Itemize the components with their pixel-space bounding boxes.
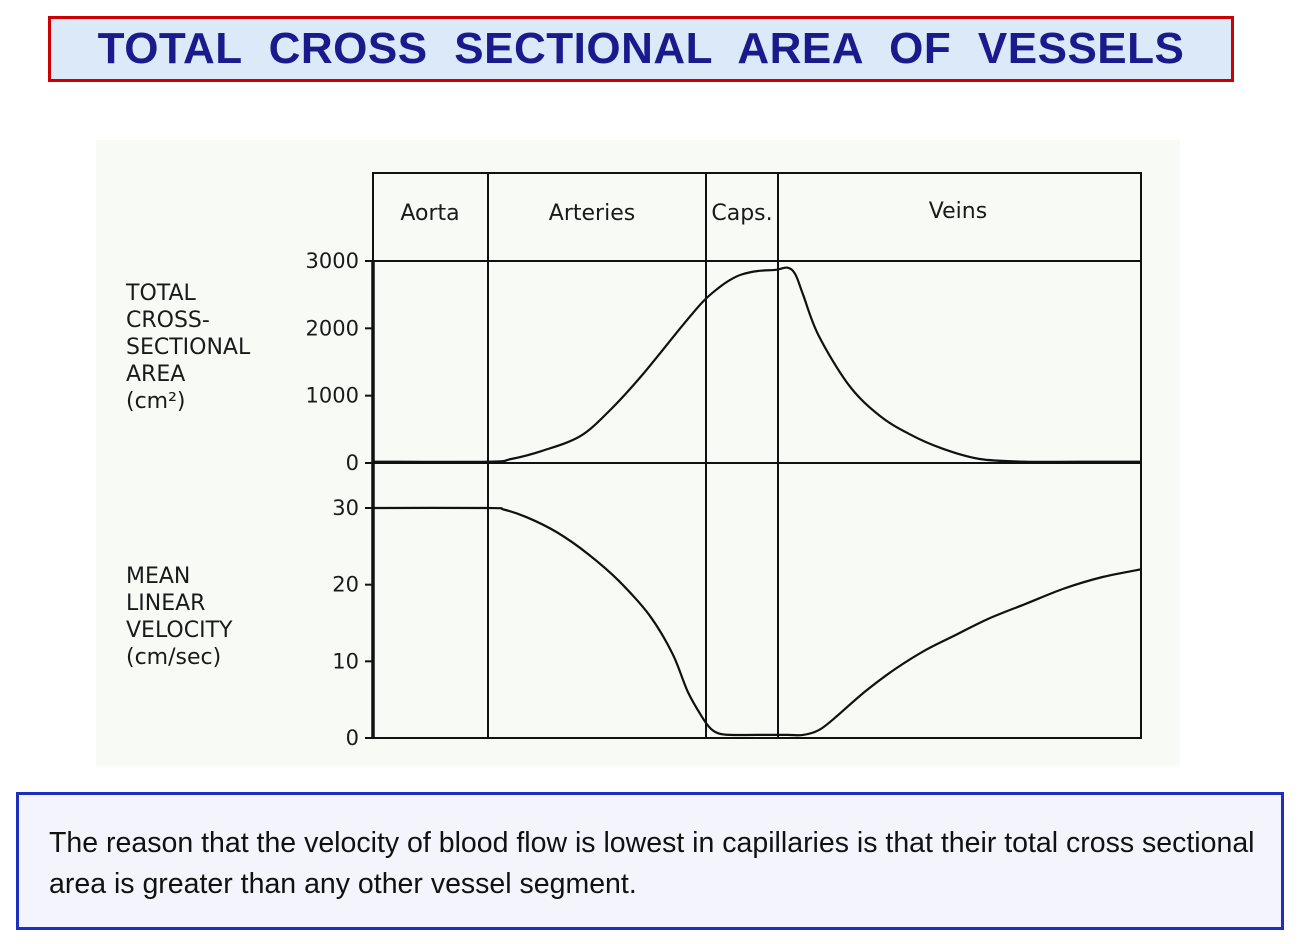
area-tick-label: 3000 (306, 249, 359, 273)
explanation-box: The reason that the velocity of blood fl… (16, 792, 1284, 930)
chart-figure: Aorta Arteries Caps. Veins TOTAL CROSS- … (96, 140, 1180, 766)
velocity-tick-label: 20 (332, 573, 359, 597)
velocity-tick-label: 30 (332, 496, 359, 520)
area-tick-label: 0 (346, 451, 359, 475)
area-ylabel-line-5: (cm²) (126, 389, 186, 414)
velocity-series-line (372, 506, 1142, 737)
velocity-ylabel-line-2: LINEAR (126, 591, 205, 616)
velocity-ylabel-line-1: MEAN (126, 564, 190, 589)
velocity-ylabel-line-4: (cm/sec) (126, 645, 221, 670)
slide-title: TOTAL CROSS SECTIONAL AREA OF VESSELS (97, 24, 1185, 73)
area-ylabel-line-2: CROSS- (126, 308, 210, 333)
area-ylabel-line-4: AREA (126, 362, 185, 387)
chart-svg: Aorta Arteries Caps. Veins TOTAL CROSS- … (125, 172, 1142, 750)
velocity-tick-label: 10 (332, 649, 359, 673)
area-tick-label: 1000 (306, 384, 359, 408)
area-ylabel-line-1: TOTAL (125, 281, 197, 306)
area-series-line (372, 266, 1141, 463)
area-tick-label: 2000 (306, 316, 359, 340)
segment-label-veins: Veins (929, 199, 987, 224)
velocity-tick-label: 0 (346, 726, 359, 750)
area-ylabel-line-3: SECTIONAL (126, 335, 251, 360)
title-banner: TOTAL CROSS SECTIONAL AREA OF VESSELS (48, 16, 1234, 82)
velocity-ylabel-line-3: VELOCITY (126, 618, 233, 643)
explanation-text: The reason that the velocity of blood fl… (49, 827, 1255, 900)
segment-label-arteries: Arteries (549, 201, 635, 226)
segment-label-aorta: Aorta (400, 201, 459, 226)
segment-label-caps: Caps. (711, 201, 772, 226)
